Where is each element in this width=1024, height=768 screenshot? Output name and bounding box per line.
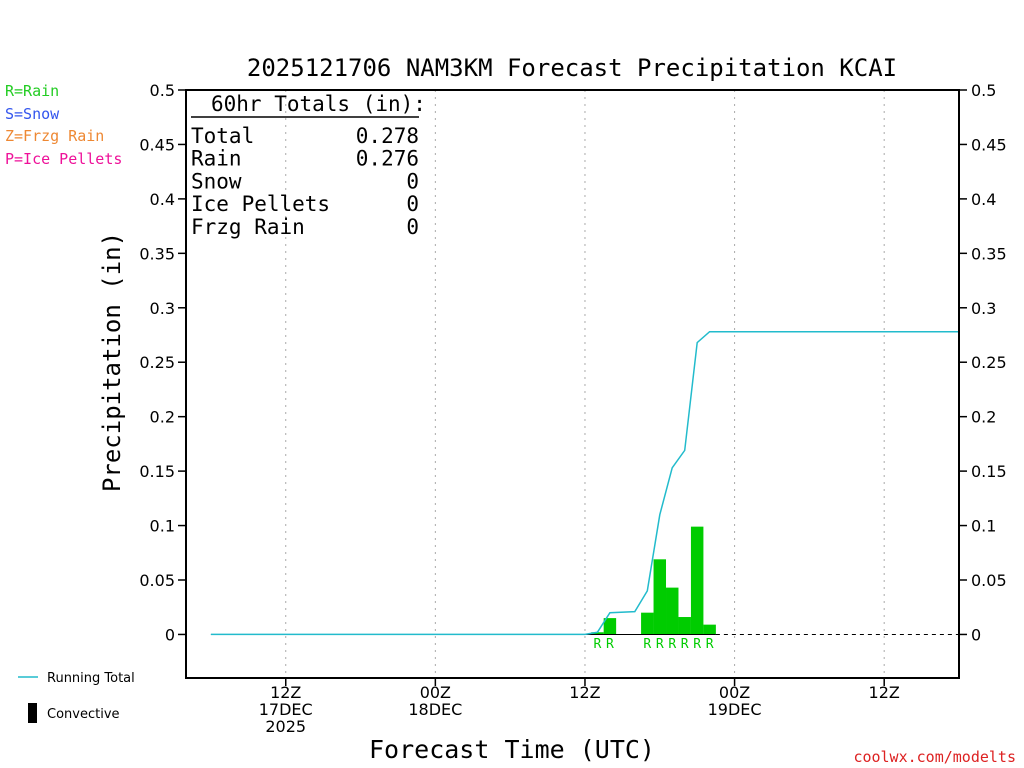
y-axis-right: 0 0.05 0.1 0.15 0.2 0.25 0.3 0.35 0.4 0.45 0.5 xyxy=(959,81,1007,644)
y-tick-label-right: 0.4 xyxy=(971,190,996,209)
y-tick-label-right: 0.1 xyxy=(971,517,996,536)
legend-freezing-rain: Z=Frzg Rain xyxy=(5,127,104,145)
totals-row-label: Rain xyxy=(191,147,242,171)
bar-ptype-label: R xyxy=(681,637,689,652)
precip-bar xyxy=(666,587,679,635)
y-tick-label-right: 0.05 xyxy=(971,571,1007,590)
bar-ptype-label: R xyxy=(643,637,651,652)
precip-bar xyxy=(690,526,704,635)
precip-bar xyxy=(603,618,617,635)
x-tick-label: 00Z xyxy=(420,683,451,702)
convective-swatch xyxy=(28,703,37,723)
totals-row-label: Total xyxy=(191,124,254,148)
bar-ptype-label: R xyxy=(693,637,701,652)
x-axis-label: Forecast Time (UTC) xyxy=(369,735,655,764)
x-tick-label: 19DEC xyxy=(708,700,762,719)
precip-bar xyxy=(641,612,654,635)
y-tick-label-left: 0.15 xyxy=(139,462,175,481)
legend-snow: S=Snow xyxy=(5,105,60,123)
running-total-series xyxy=(210,330,959,636)
legend-ice-pellets: P=Ice Pellets xyxy=(5,150,122,168)
y-tick-label-right: 0.15 xyxy=(971,462,1007,481)
y-tick-label-left: 0.4 xyxy=(150,190,175,209)
precip-bar xyxy=(678,617,691,635)
chart-title: 2025121706 NAM3KM Forecast Precipitation… xyxy=(247,54,897,82)
credit-text: coolwx.com/modelts xyxy=(853,748,1016,766)
totals-row-value: 0 xyxy=(406,192,419,216)
y-tick-label-right: 0.35 xyxy=(971,244,1007,263)
bar-ptype-label: R xyxy=(706,637,714,652)
totals-row-value: 0.276 xyxy=(356,147,419,171)
y-axis-label: Precipitation (in) xyxy=(98,232,126,492)
totals-box: 60hr Totals (in): Total 0.278 Rain 0.276 Sno… xyxy=(191,92,426,239)
y-tick-label-left: 0 xyxy=(165,625,175,644)
totals-heading: 60hr Totals (in): xyxy=(211,92,426,116)
y-tick-label-right: 0.3 xyxy=(971,299,996,318)
precip-bar xyxy=(653,559,667,635)
bar-ptype-label: R xyxy=(668,637,676,652)
y-tick-label-left: 0.45 xyxy=(139,135,175,154)
x-tick-label: 12Z xyxy=(569,683,600,702)
y-tick-label-left: 0.2 xyxy=(150,408,175,427)
y-tick-label-right: 0.5 xyxy=(971,81,996,100)
y-tick-label-right: 0.2 xyxy=(971,408,996,427)
bar-ptype-label: R xyxy=(606,637,614,652)
totals-row-label: Frzg Rain xyxy=(191,215,305,239)
totals-row-label: Ice Pellets xyxy=(191,192,330,216)
x-tick-label: 18DEC xyxy=(408,700,462,719)
plot-frame xyxy=(185,89,960,679)
y-tick-label-left: 0.05 xyxy=(139,571,175,590)
convective-legend-label: Convective xyxy=(47,707,120,722)
y-tick-label-right: 0 xyxy=(971,625,981,644)
precip-bars xyxy=(591,526,716,635)
y-tick-label-right: 0.45 xyxy=(971,135,1007,154)
precip-bar xyxy=(591,632,604,635)
bar-ptype-label: R xyxy=(594,637,602,652)
totals-row-value: 0 xyxy=(406,215,419,239)
totals-row-value: 0.278 xyxy=(356,124,419,148)
grid-lines xyxy=(285,90,885,678)
x-tick-label: 12Z xyxy=(869,683,900,702)
x-tick-label: 00Z xyxy=(719,683,750,702)
y-tick-label-left: 0.25 xyxy=(139,353,175,372)
y-tick-label-left: 0.5 xyxy=(150,81,175,100)
y-tick-label-left: 0.3 xyxy=(150,299,175,318)
x-tick-label: 12Z xyxy=(270,683,301,702)
legend-rain: R=Rain xyxy=(5,82,59,100)
running-total-line xyxy=(210,330,959,636)
totals-row-label: Snow xyxy=(191,169,242,193)
x-tick-label: 17DEC xyxy=(259,700,313,719)
y-tick-label-left: 0.35 xyxy=(139,244,175,263)
y-axis-left: 0 0.05 0.1 0.15 0.2 0.25 0.3 0.35 0.4 0.45 0.5 xyxy=(139,81,186,644)
precip-type-legend: R=Rain S=Snow Z=Frzg Rain P=Ice Pellets xyxy=(5,82,122,168)
x-tick-label: 2025 xyxy=(265,717,306,736)
y-tick-label-left: 0.1 xyxy=(150,517,175,536)
y-tick-label-right: 0.25 xyxy=(971,353,1007,372)
totals-row-value: 0 xyxy=(406,169,419,193)
precip-bar xyxy=(703,624,716,635)
running-total-legend-label: Running Total xyxy=(47,671,135,686)
bar-ptype-label: R xyxy=(656,637,664,652)
series-legend: Running Total Convective xyxy=(18,671,135,723)
